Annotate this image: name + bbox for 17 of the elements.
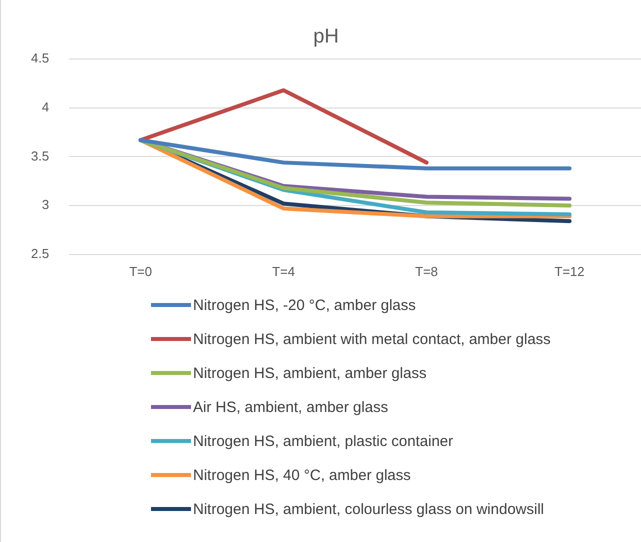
y-tick-label: 4.5 bbox=[30, 50, 50, 66]
legend-label: Nitrogen HS, 40 °C, amber glass bbox=[193, 466, 411, 484]
legend-label: Nitrogen HS, ambient, plastic container bbox=[193, 432, 454, 450]
y-tick-label: 2.5 bbox=[30, 246, 50, 261]
x-tick-label: T=8 bbox=[415, 264, 438, 279]
legend-label: Nitrogen HS, ambient, colourless glass on windowsill bbox=[193, 500, 544, 518]
legend-label: Nitrogen HS, -20 °C, amber glass bbox=[193, 296, 416, 314]
legend-label: Air HS, ambient, amber glass bbox=[193, 398, 388, 416]
legend-label: Nitrogen HS, ambient with metal contact, amber glass bbox=[193, 330, 551, 348]
chart-title: pH bbox=[313, 26, 339, 48]
x-tick-label: T=0 bbox=[129, 264, 152, 279]
y-tick-label: 4 bbox=[42, 99, 50, 114]
legend-label: Nitrogen HS, ambient, amber glass bbox=[193, 364, 426, 382]
y-tick-label: 3.5 bbox=[30, 148, 50, 164]
y-tick-label: 3 bbox=[42, 197, 50, 212]
x-tick-label: T=12 bbox=[554, 264, 585, 279]
x-tick-label: T=4 bbox=[272, 264, 295, 279]
